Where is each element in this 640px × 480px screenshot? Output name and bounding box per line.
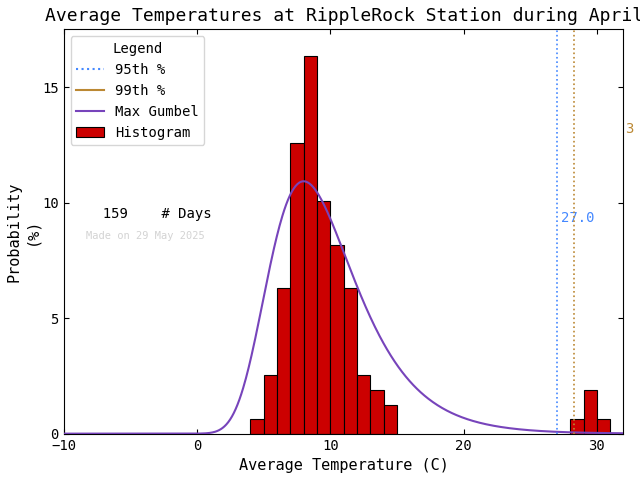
Bar	[357, 375, 371, 433]
Bar	[344, 288, 357, 433]
Bar	[291, 143, 303, 433]
Legend: 95th %, 99th %, Max Gumbel, Histogram: 95th %, 99th %, Max Gumbel, Histogram	[70, 36, 204, 145]
Title: Average Temperatures at RippleRock Station during April: Average Temperatures at RippleRock Stati…	[45, 7, 640, 25]
Y-axis label: Probability
(%): Probability (%)	[7, 181, 39, 282]
Bar	[597, 419, 610, 433]
Text: 159    # Days: 159 # Days	[86, 207, 212, 221]
Bar	[250, 419, 264, 433]
Text: 3: 3	[625, 122, 633, 136]
X-axis label: Average Temperature (C): Average Temperature (C)	[239, 458, 449, 473]
Bar	[371, 390, 383, 433]
Bar	[570, 419, 584, 433]
Bar	[317, 201, 330, 433]
Text: Made on 29 May 2025: Made on 29 May 2025	[86, 231, 205, 241]
Bar	[330, 245, 344, 433]
Bar	[277, 288, 291, 433]
Bar	[303, 56, 317, 433]
Bar	[264, 375, 277, 433]
Bar	[383, 405, 397, 433]
Bar	[584, 390, 597, 433]
Text: 27.0: 27.0	[561, 211, 595, 225]
